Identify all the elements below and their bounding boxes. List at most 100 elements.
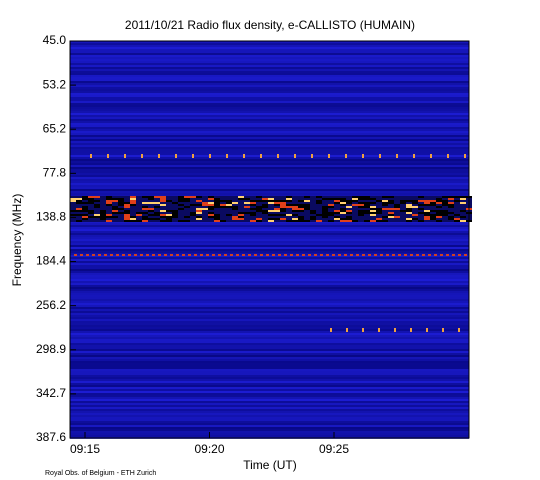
spectrogram-row: [70, 125, 469, 127]
spectrogram-row: [70, 75, 469, 77]
spectrogram-cell: [412, 196, 418, 198]
spectrogram-cell: [220, 208, 226, 210]
spectrogram-cell: [256, 208, 262, 210]
spectrogram-cell: [292, 212, 298, 214]
spectrogram-cell: [424, 218, 430, 220]
spectrogram-cell: [356, 254, 359, 256]
spectrogram-cell: [106, 198, 112, 200]
spectrogram-cell: [106, 214, 112, 216]
spectrogram-cell: [188, 254, 191, 256]
spectrogram-row: [70, 249, 469, 251]
spectrogram-row: [70, 51, 469, 53]
spectrogram-cell: [464, 254, 467, 256]
spectrogram-cell: [104, 254, 107, 256]
spectrogram-cell: [352, 200, 358, 202]
spectrogram-row: [70, 101, 469, 103]
spectrogram-cell: [442, 216, 448, 218]
spectrogram-cell: [410, 254, 413, 256]
spectrogram-cell: [346, 196, 352, 198]
spectrogram-row: [70, 419, 469, 421]
spectrogram-cell: [436, 214, 442, 216]
spectrogram-row: [70, 405, 469, 407]
spectrogram-cell: [148, 220, 154, 222]
spectrogram-cell: [232, 202, 238, 204]
spectrogram-cell: [256, 220, 262, 222]
spectrogram-cell: [430, 196, 436, 198]
spectrogram-row: [70, 417, 469, 419]
spectrogram-cell: [208, 214, 214, 216]
spectrogram-cell: [76, 204, 82, 206]
spectrogram-cell: [314, 254, 317, 256]
spectrogram-cell: [112, 200, 118, 202]
spectrogram-row: [70, 329, 469, 331]
spectrogram-row: [70, 275, 469, 277]
spectrogram-cell: [298, 204, 304, 206]
spectrogram-cell: [88, 216, 94, 218]
spectrogram-cell: [362, 328, 364, 332]
spectrogram-cell: [388, 208, 394, 210]
spectrogram-cell: [178, 206, 184, 208]
spectrogram-cell: [442, 204, 448, 206]
spectrogram-cell: [358, 202, 364, 204]
spectrogram-cell: [454, 220, 460, 222]
spectrogram-cell: [82, 216, 88, 218]
spectrogram-cell: [286, 202, 292, 204]
spectrogram-cell: [208, 196, 214, 198]
spectrogram-cell: [262, 204, 268, 206]
spectrogram-cell: [208, 200, 214, 202]
spectrogram-cell: [200, 254, 203, 256]
spectrogram-cell: [118, 216, 124, 218]
spectrogram-cell: [316, 216, 322, 218]
spectrogram-cell: [322, 220, 328, 222]
spectrogram-cell: [172, 204, 178, 206]
spectrogram-row: [70, 293, 469, 295]
spectrogram-cell: [88, 198, 94, 200]
spectrogram-cell: [160, 214, 166, 216]
spectrogram-cell: [112, 218, 118, 220]
spectrogram-cell: [278, 254, 281, 256]
spectrogram-row: [70, 93, 469, 95]
spectrogram-cell: [112, 220, 118, 222]
spectrogram-cell: [124, 196, 130, 198]
spectrogram: [70, 41, 472, 439]
spectrogram-row: [70, 79, 469, 81]
spectrogram-row: [70, 109, 469, 111]
spectrogram-cell: [346, 200, 352, 202]
spectrogram-row: [70, 363, 469, 365]
spectrogram-row: [70, 411, 469, 413]
spectrogram-cell: [209, 154, 211, 158]
spectrogram-cell: [94, 196, 100, 198]
spectrogram-cell: [136, 212, 142, 214]
spectrogram-cell: [262, 216, 268, 218]
spectrogram-cell: [248, 254, 251, 256]
spectrogram-cell: [346, 218, 352, 220]
spectrogram-cell: [334, 220, 340, 222]
spectrogram-cell: [190, 210, 196, 212]
spectrogram-cell: [238, 200, 244, 202]
spectrogram-cell: [164, 254, 167, 256]
spectrogram-row: [70, 425, 469, 427]
spectrogram-cell: [406, 198, 412, 200]
spectrogram-cell: [124, 154, 126, 158]
spectrogram-cell: [460, 212, 466, 214]
spectrogram-cell: [220, 216, 226, 218]
spectrogram-cell: [112, 210, 118, 212]
spectrogram-cell: [292, 200, 298, 202]
spectrogram-row: [70, 147, 469, 149]
spectrogram-cell: [214, 214, 220, 216]
spectrogram-cell: [220, 206, 226, 208]
spectrogram-cell: [244, 206, 250, 208]
spectrogram-cell: [202, 196, 208, 198]
spectrogram-cell: [238, 214, 244, 216]
spectrogram-cell: [376, 196, 382, 198]
spectrogram-cell: [250, 212, 256, 214]
spectrogram-cell: [388, 196, 394, 198]
spectrogram-cell: [364, 208, 370, 210]
spectrogram-cell: [430, 206, 436, 208]
spectrogram-cell: [388, 216, 394, 218]
spectrogram-cell: [358, 208, 364, 210]
spectrogram-cell: [310, 196, 316, 198]
spectrogram-cell: [334, 218, 340, 220]
spectrogram-cell: [208, 216, 214, 218]
spectrogram-cell: [286, 220, 292, 222]
